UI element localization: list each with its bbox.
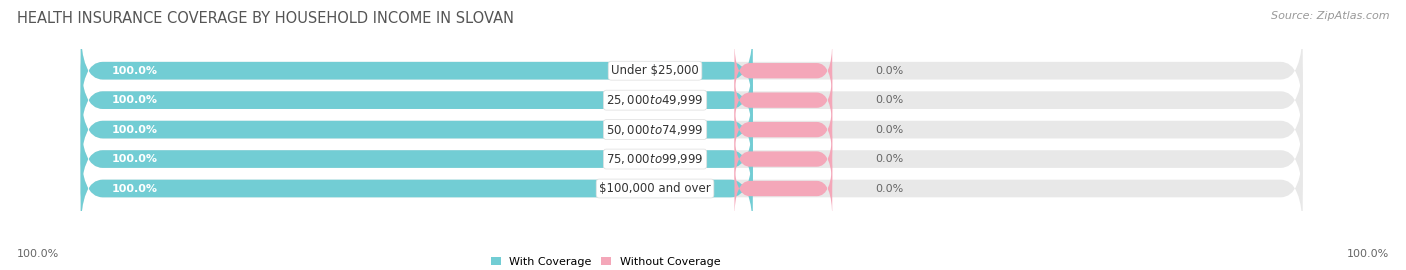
Text: 0.0%: 0.0% (875, 124, 903, 135)
FancyBboxPatch shape (734, 130, 832, 188)
Text: HEALTH INSURANCE COVERAGE BY HOUSEHOLD INCOME IN SLOVAN: HEALTH INSURANCE COVERAGE BY HOUSEHOLD I… (17, 11, 513, 26)
Text: 100.0%: 100.0% (17, 249, 59, 259)
Text: 100.0%: 100.0% (1347, 249, 1389, 259)
FancyBboxPatch shape (734, 71, 832, 130)
FancyBboxPatch shape (734, 100, 832, 159)
FancyBboxPatch shape (80, 144, 752, 233)
FancyBboxPatch shape (80, 85, 1303, 174)
Legend: With Coverage, Without Coverage: With Coverage, Without Coverage (491, 256, 720, 266)
FancyBboxPatch shape (80, 56, 1303, 144)
Text: $25,000 to $49,999: $25,000 to $49,999 (606, 93, 704, 107)
Text: 0.0%: 0.0% (875, 184, 903, 194)
FancyBboxPatch shape (80, 115, 752, 203)
FancyBboxPatch shape (734, 41, 832, 100)
FancyBboxPatch shape (80, 56, 752, 144)
Text: $100,000 and over: $100,000 and over (599, 182, 711, 195)
Text: $50,000 to $74,999: $50,000 to $74,999 (606, 123, 704, 137)
Text: 0.0%: 0.0% (875, 66, 903, 76)
Text: 100.0%: 100.0% (111, 124, 157, 135)
Text: 100.0%: 100.0% (111, 184, 157, 194)
Text: $75,000 to $99,999: $75,000 to $99,999 (606, 152, 704, 166)
Text: Source: ZipAtlas.com: Source: ZipAtlas.com (1271, 11, 1389, 21)
FancyBboxPatch shape (734, 159, 832, 218)
FancyBboxPatch shape (80, 85, 752, 174)
FancyBboxPatch shape (80, 26, 752, 115)
Text: 100.0%: 100.0% (111, 154, 157, 164)
FancyBboxPatch shape (80, 26, 1303, 115)
Text: 100.0%: 100.0% (111, 95, 157, 105)
Text: Under $25,000: Under $25,000 (612, 64, 699, 77)
Text: 0.0%: 0.0% (875, 154, 903, 164)
Text: 0.0%: 0.0% (875, 95, 903, 105)
Text: 100.0%: 100.0% (111, 66, 157, 76)
FancyBboxPatch shape (80, 115, 1303, 203)
FancyBboxPatch shape (80, 144, 1303, 233)
